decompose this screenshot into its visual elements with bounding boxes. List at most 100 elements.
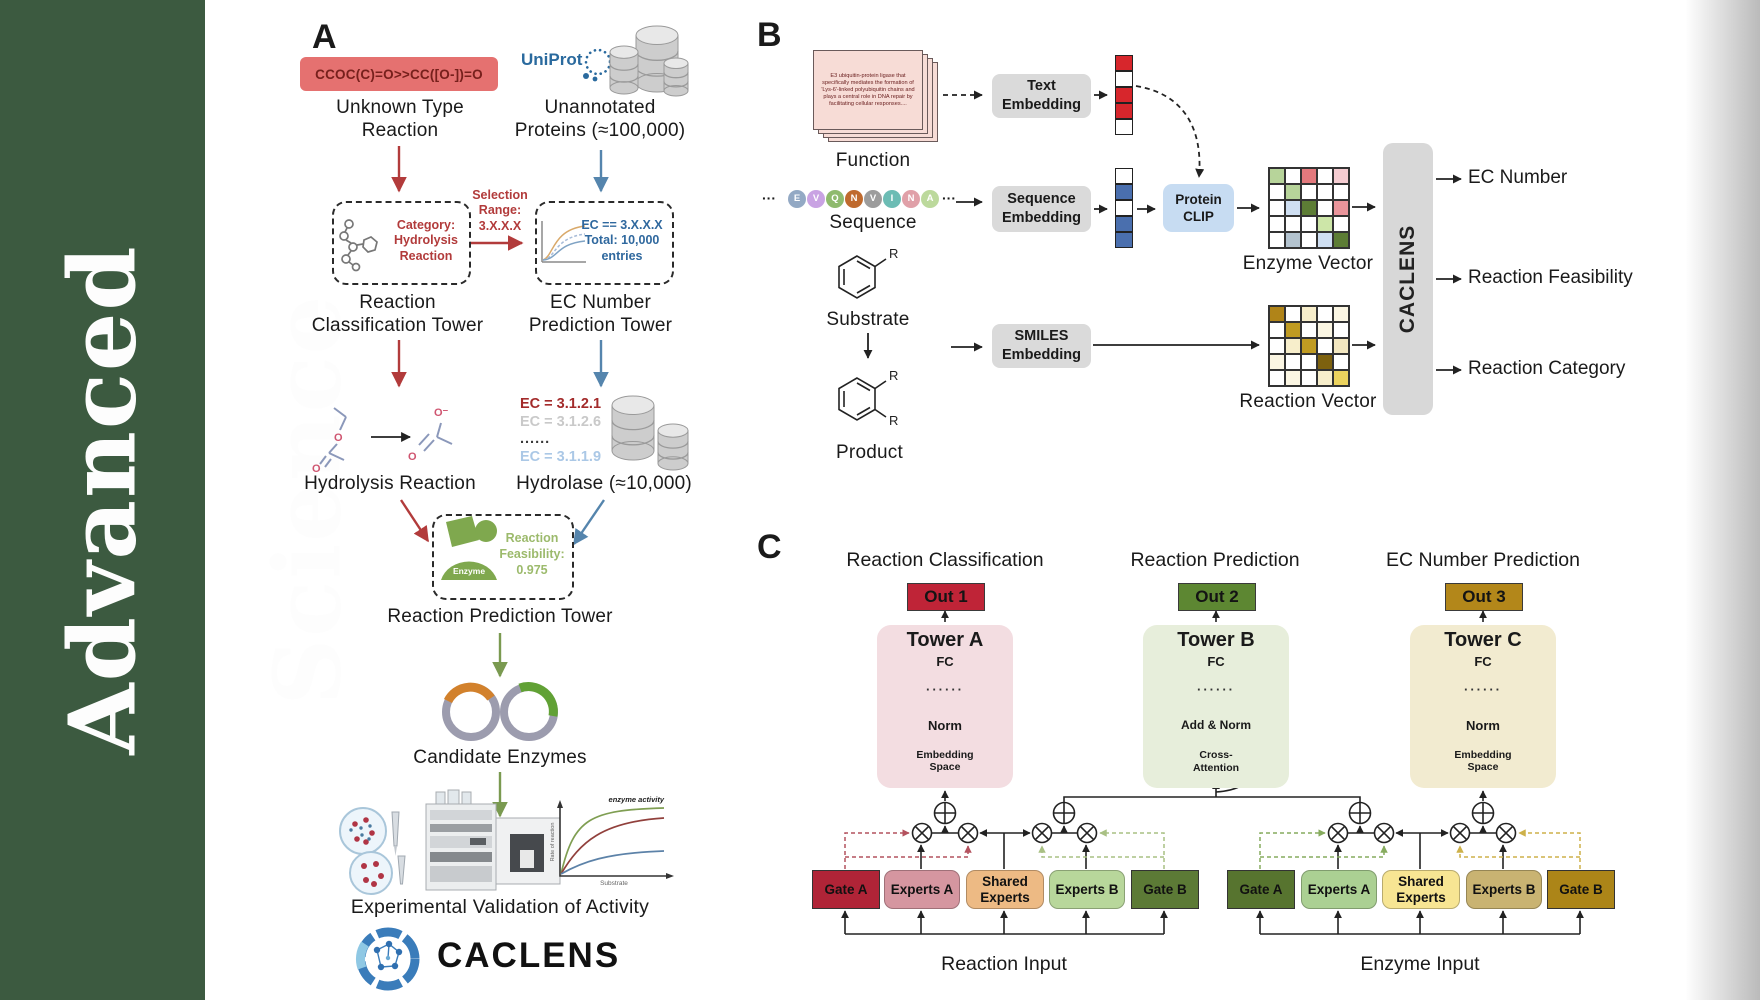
smiles-embedding-box: SMILES Embedding [992, 324, 1091, 368]
panel-a-label: A [312, 18, 337, 56]
grid-cell [1301, 370, 1317, 386]
enzyme-experts-b: Experts B [1466, 870, 1542, 909]
grid-cell [1301, 168, 1317, 184]
function-card-text: E3 ubiquitin-protein ligase that specifi… [821, 72, 915, 107]
reaction-experts-a: Experts A [884, 870, 960, 909]
grid-cell [1317, 168, 1333, 184]
database-icons [609, 25, 689, 471]
enzyme-experts-a: Experts A [1301, 870, 1377, 909]
uniprot-swirl-icon [583, 48, 612, 82]
grid-cell [1317, 370, 1333, 386]
grid-cell [1317, 322, 1333, 338]
grid-cell [1285, 232, 1301, 248]
grid-cell [1269, 354, 1285, 370]
ethyl-acetate-molecule-icon [319, 407, 347, 468]
grid-cell [1269, 322, 1285, 338]
hydrolysis-caption: Hydrolysis Reaction [304, 472, 476, 494]
vector-cell [1115, 119, 1133, 135]
vector-cell [1115, 71, 1133, 87]
plot-title: enzyme activity [609, 795, 665, 804]
grid-cell [1333, 200, 1349, 216]
text-embedding-box: Text Embedding [992, 74, 1091, 118]
grid-cell [1333, 232, 1349, 248]
petri-dish-icons [339, 807, 406, 895]
grid-cell [1333, 168, 1349, 184]
candidate-enzymes-caption: Candidate Enzymes [413, 746, 587, 768]
enzyme-vector-caption: Enzyme Vector [1242, 252, 1374, 274]
grid-cell [1333, 306, 1349, 322]
reaction-gate-a: Gate A [812, 870, 880, 909]
caclens-model-bar: CACLENS [1383, 143, 1433, 415]
grid-cell [1269, 306, 1285, 322]
selection-range-note: Selection Range: 3.X.X.X [472, 187, 528, 233]
tower-b-add-norm: Add & Norm [1181, 718, 1251, 732]
hydrolase-caption: Hydrolase (≈10,000) [516, 472, 692, 494]
enzyme-vector-grid [1268, 167, 1350, 249]
unknown-reaction-caption: Unknown Type Reaction [336, 97, 464, 141]
caclens-wordmark: CACLENS [437, 936, 621, 975]
grid-cell [1333, 354, 1349, 370]
r-group-label: R [889, 246, 898, 261]
vector-cell [1115, 55, 1133, 71]
grid-cell [1285, 370, 1301, 386]
oxygen-atom: O [312, 463, 321, 475]
vector-cell [1115, 184, 1133, 200]
mini-curves-icon [541, 221, 586, 263]
sequence-embedding-vector [1115, 168, 1133, 248]
column-title-ec-number-prediction: EC Number Prediction [1386, 548, 1580, 571]
grid-cell [1317, 200, 1333, 216]
molecule-scribble-icon [339, 219, 378, 272]
prediction-tower-caption: Reaction Prediction Tower [387, 605, 613, 627]
reaction-vector-caption: Reaction Vector [1239, 390, 1377, 412]
column-title-reaction-prediction: Reaction Prediction [1130, 548, 1300, 571]
tower-b-fc: FC [1207, 653, 1225, 669]
tower-b-container [1143, 625, 1289, 788]
residue-circle: I [883, 190, 901, 208]
reaction-vector-grid [1268, 305, 1350, 387]
plot-ylabel: Rate of reaction [550, 823, 556, 862]
grid-cell [1285, 200, 1301, 216]
residue-circle: A [921, 190, 939, 208]
feasibility-text: Reaction Feasibility: 0.975 [499, 531, 565, 577]
tower-b-title: Tower B [1177, 628, 1255, 651]
tower-c-title: Tower C [1444, 628, 1522, 651]
residue-circle: V [864, 190, 882, 208]
grid-cell [1301, 338, 1317, 354]
reaction-input-caption: Reaction Input [941, 952, 1067, 975]
tower-a-container [877, 625, 1013, 788]
grid-cell [1269, 370, 1285, 386]
tower-b-dots: ······ [1197, 681, 1235, 697]
panel-c-label: C [757, 528, 782, 566]
r-group-label: R [889, 368, 898, 383]
classification-tower-caption: Reaction Classification Tower [311, 292, 484, 336]
vector-cell [1115, 87, 1133, 103]
residue-circle: N [845, 190, 863, 208]
residue-circle: V [807, 190, 825, 208]
grid-cell [1301, 306, 1317, 322]
plot-xlabel: Substrate [600, 880, 628, 887]
sequence-embedding-box: Sequence Embedding [992, 186, 1091, 232]
grid-cell [1317, 354, 1333, 370]
out1-box: Out 1 [907, 583, 985, 611]
plasmid-icons [442, 682, 558, 741]
protein-clip-box: Protein CLIP [1163, 184, 1234, 232]
feasibility-box [432, 514, 574, 600]
grid-cell [1317, 338, 1333, 354]
sequence-ellipsis: ··· [942, 190, 956, 206]
column-title-reaction-classification: Reaction Classification [846, 548, 1044, 571]
oxygen-atom: O [408, 451, 417, 463]
grid-cell [1333, 216, 1349, 232]
mixture-operator-icons [911, 801, 1517, 844]
ec-item: EC = 3.1.2.1 [520, 396, 602, 412]
reaction-smiles-box: CCOC(C)=O>>CC([O-])=O [300, 57, 498, 91]
function-caption: Function [835, 149, 911, 171]
uniprot-logo: UniProt [521, 50, 583, 69]
grid-cell [1285, 216, 1301, 232]
out3-box: Out 3 [1445, 583, 1523, 611]
enzyme-icon-label: Enzyme [453, 566, 485, 576]
classification-result-box [332, 201, 471, 285]
substrate-molecule-icon [838, 255, 887, 299]
grid-cell [1285, 184, 1301, 200]
